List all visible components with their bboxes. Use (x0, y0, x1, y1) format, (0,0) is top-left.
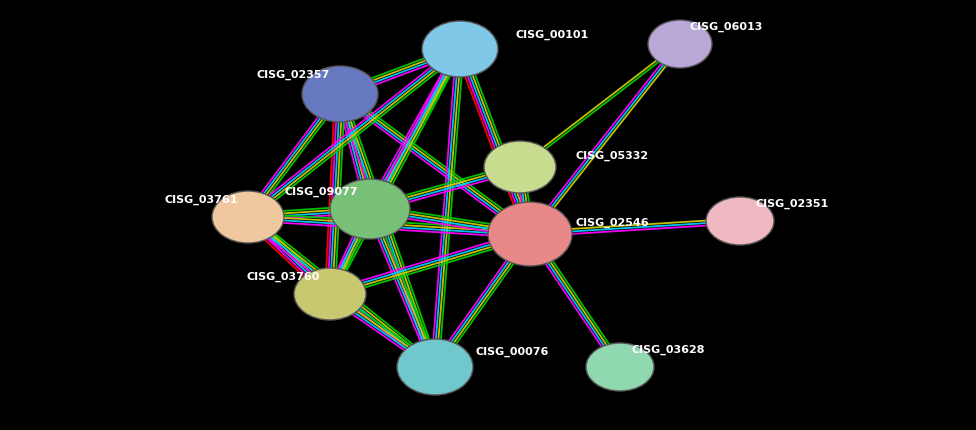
Ellipse shape (397, 339, 473, 395)
Text: CISG_00076: CISG_00076 (475, 346, 549, 356)
Ellipse shape (422, 22, 498, 78)
Text: CISG_03761: CISG_03761 (165, 194, 238, 205)
Text: CISG_09077: CISG_09077 (284, 187, 358, 197)
Ellipse shape (586, 343, 654, 391)
Ellipse shape (488, 203, 572, 266)
Text: CISG_05332: CISG_05332 (575, 150, 648, 161)
Ellipse shape (212, 191, 284, 243)
Text: CISG_06013: CISG_06013 (690, 22, 763, 32)
Text: CISG_02357: CISG_02357 (257, 70, 330, 80)
Text: CISG_00101: CISG_00101 (515, 30, 589, 40)
Text: CISG_02351: CISG_02351 (755, 198, 829, 209)
Ellipse shape (706, 197, 774, 246)
Text: CISG_02546: CISG_02546 (575, 217, 649, 227)
Ellipse shape (330, 180, 410, 240)
Text: CISG_03628: CISG_03628 (632, 344, 706, 354)
Ellipse shape (302, 67, 378, 123)
Ellipse shape (294, 268, 366, 320)
Ellipse shape (484, 141, 556, 194)
Text: CISG_03760: CISG_03760 (247, 271, 320, 282)
Ellipse shape (648, 21, 712, 69)
